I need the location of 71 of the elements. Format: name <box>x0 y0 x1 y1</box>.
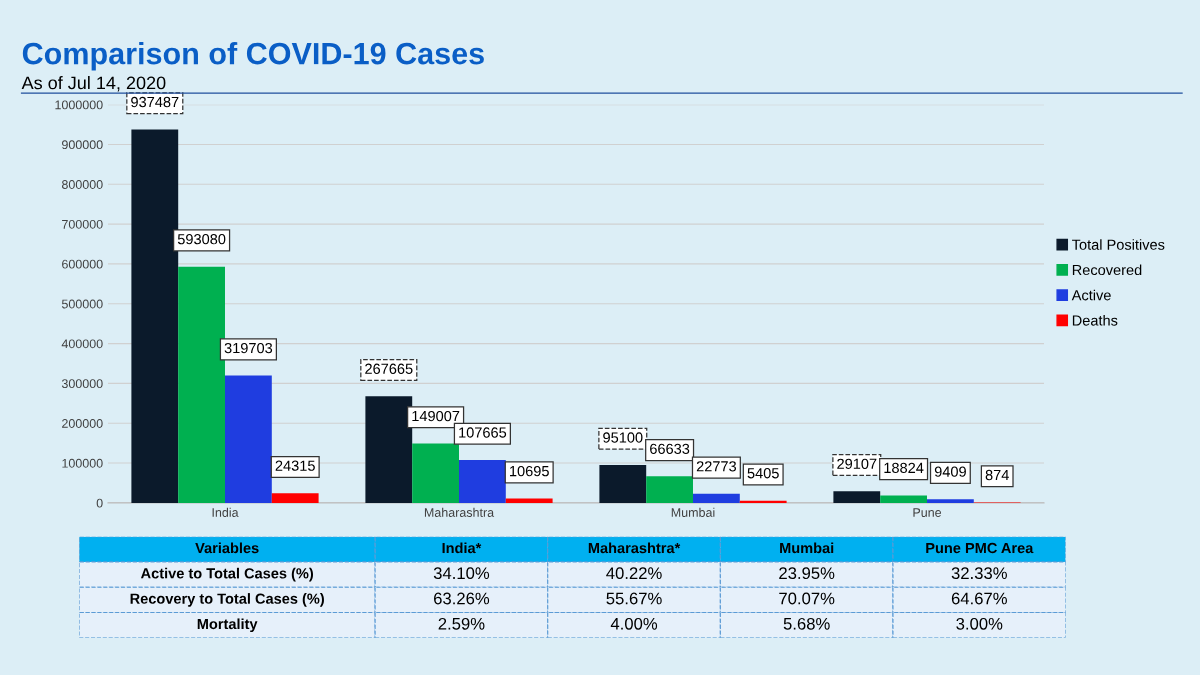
legend-label: Recovered <box>1072 264 1142 276</box>
y-tick-label: 900000 <box>62 140 103 150</box>
data-label: 937487 <box>131 96 179 108</box>
y-tick-label: 400000 <box>61 339 103 349</box>
bar <box>927 499 974 503</box>
x-tick-label: Maharashtra <box>424 507 495 517</box>
text: 64.67% <box>951 592 1007 605</box>
bar <box>646 476 693 503</box>
y-tick-label: 300000 <box>61 379 103 389</box>
bar <box>505 498 553 503</box>
text: 32.33% <box>951 567 1007 580</box>
data-label: 874 <box>985 469 1009 481</box>
data-label: 593080 <box>177 234 226 245</box>
bar <box>131 129 179 503</box>
y-tick-label: 600000 <box>62 259 103 269</box>
y-tick-label: 800000 <box>61 180 103 189</box>
text: 23.95% <box>779 567 835 580</box>
data-label: 107665 <box>459 427 507 438</box>
data-label: 5405 <box>747 468 779 479</box>
data-label: 319703 <box>224 342 273 354</box>
data-label: 9409 <box>934 466 966 477</box>
data-label: 18824 <box>884 462 924 474</box>
y-tick-label: 1000000 <box>55 100 103 110</box>
category-label: Maharashtra* <box>588 542 681 554</box>
text: 5.68% <box>783 617 830 630</box>
chart-subtitle: As of Jul 14, 2020 <box>21 76 166 92</box>
text: 63.26% <box>434 592 490 605</box>
category-label: India* <box>442 542 482 554</box>
legend-label: Total Positives <box>1072 239 1165 250</box>
category-label: Mumbai <box>780 542 834 554</box>
category-label: Variables <box>195 542 259 554</box>
bar <box>880 495 927 503</box>
y-tick-label: 700000 <box>62 219 103 229</box>
bar <box>271 493 319 503</box>
y-tick-label: 500000 <box>61 299 103 309</box>
data-label: 10695 <box>510 465 549 477</box>
bar <box>365 396 413 503</box>
category-label: Mortality <box>197 618 258 633</box>
legend-label: Deaths <box>1072 314 1118 326</box>
y-tick-label: 0 <box>96 498 103 508</box>
bar <box>739 500 787 503</box>
x-tick-label: Mumbai <box>671 507 715 517</box>
text: 40.22% <box>606 567 662 580</box>
bar <box>833 491 881 503</box>
data-label: 149007 <box>412 410 460 422</box>
bar <box>178 266 225 503</box>
text: 4.00% <box>610 617 658 630</box>
text: 2.59% <box>438 617 485 630</box>
text: 34.10% <box>433 567 490 580</box>
bar <box>412 443 459 503</box>
category-label: Pune PMC Area <box>926 542 1034 554</box>
y-tick-label: 100000 <box>62 458 103 468</box>
data-label: 95100 <box>603 432 643 443</box>
y-tick-label: 200000 <box>62 419 103 428</box>
text: 70.07% <box>779 592 835 605</box>
x-tick-label: India <box>212 507 239 517</box>
data-label: 22773 <box>696 461 737 472</box>
data-label: 24315 <box>275 460 315 471</box>
bar <box>599 465 647 503</box>
data-label: 267665 <box>365 363 413 374</box>
text: 3.00% <box>956 617 1003 630</box>
data-label: 29107 <box>837 458 877 469</box>
data-label: 66633 <box>650 443 690 455</box>
category-label: Recovery to Total Cases (%) <box>130 593 324 607</box>
category-label: Active to Total Cases (%) <box>140 567 314 582</box>
x-tick-label: Pune <box>913 508 942 517</box>
chart-title: Comparison of COVID-19 Cases <box>22 41 484 71</box>
text: 55.67% <box>606 592 662 605</box>
legend-label: Active <box>1071 289 1111 301</box>
bar <box>225 375 272 503</box>
bar <box>693 493 740 503</box>
